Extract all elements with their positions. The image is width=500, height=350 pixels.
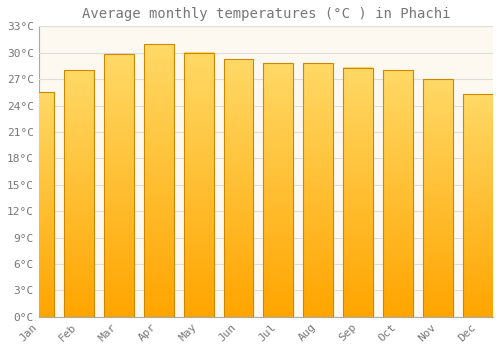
Bar	[264, 63, 294, 317]
Bar	[24, 92, 54, 317]
Bar	[304, 63, 334, 317]
Bar	[344, 68, 374, 317]
Title: Average monthly temperatures (°C ) in Phachi: Average monthly temperatures (°C ) in Ph…	[82, 7, 450, 21]
Bar	[64, 70, 94, 317]
Bar	[423, 79, 453, 317]
Bar	[184, 53, 214, 317]
Bar	[383, 70, 413, 317]
Bar	[224, 59, 254, 317]
Bar	[144, 44, 174, 317]
Bar	[224, 59, 254, 317]
Bar	[104, 55, 134, 317]
Bar	[383, 70, 413, 317]
Bar	[184, 53, 214, 317]
Bar	[423, 79, 453, 317]
Bar	[463, 94, 493, 317]
Bar	[24, 92, 54, 317]
Bar	[304, 63, 334, 317]
Bar	[64, 70, 94, 317]
Bar	[264, 63, 294, 317]
Bar	[344, 68, 374, 317]
Bar	[463, 94, 493, 317]
Bar	[144, 44, 174, 317]
Bar	[104, 55, 134, 317]
